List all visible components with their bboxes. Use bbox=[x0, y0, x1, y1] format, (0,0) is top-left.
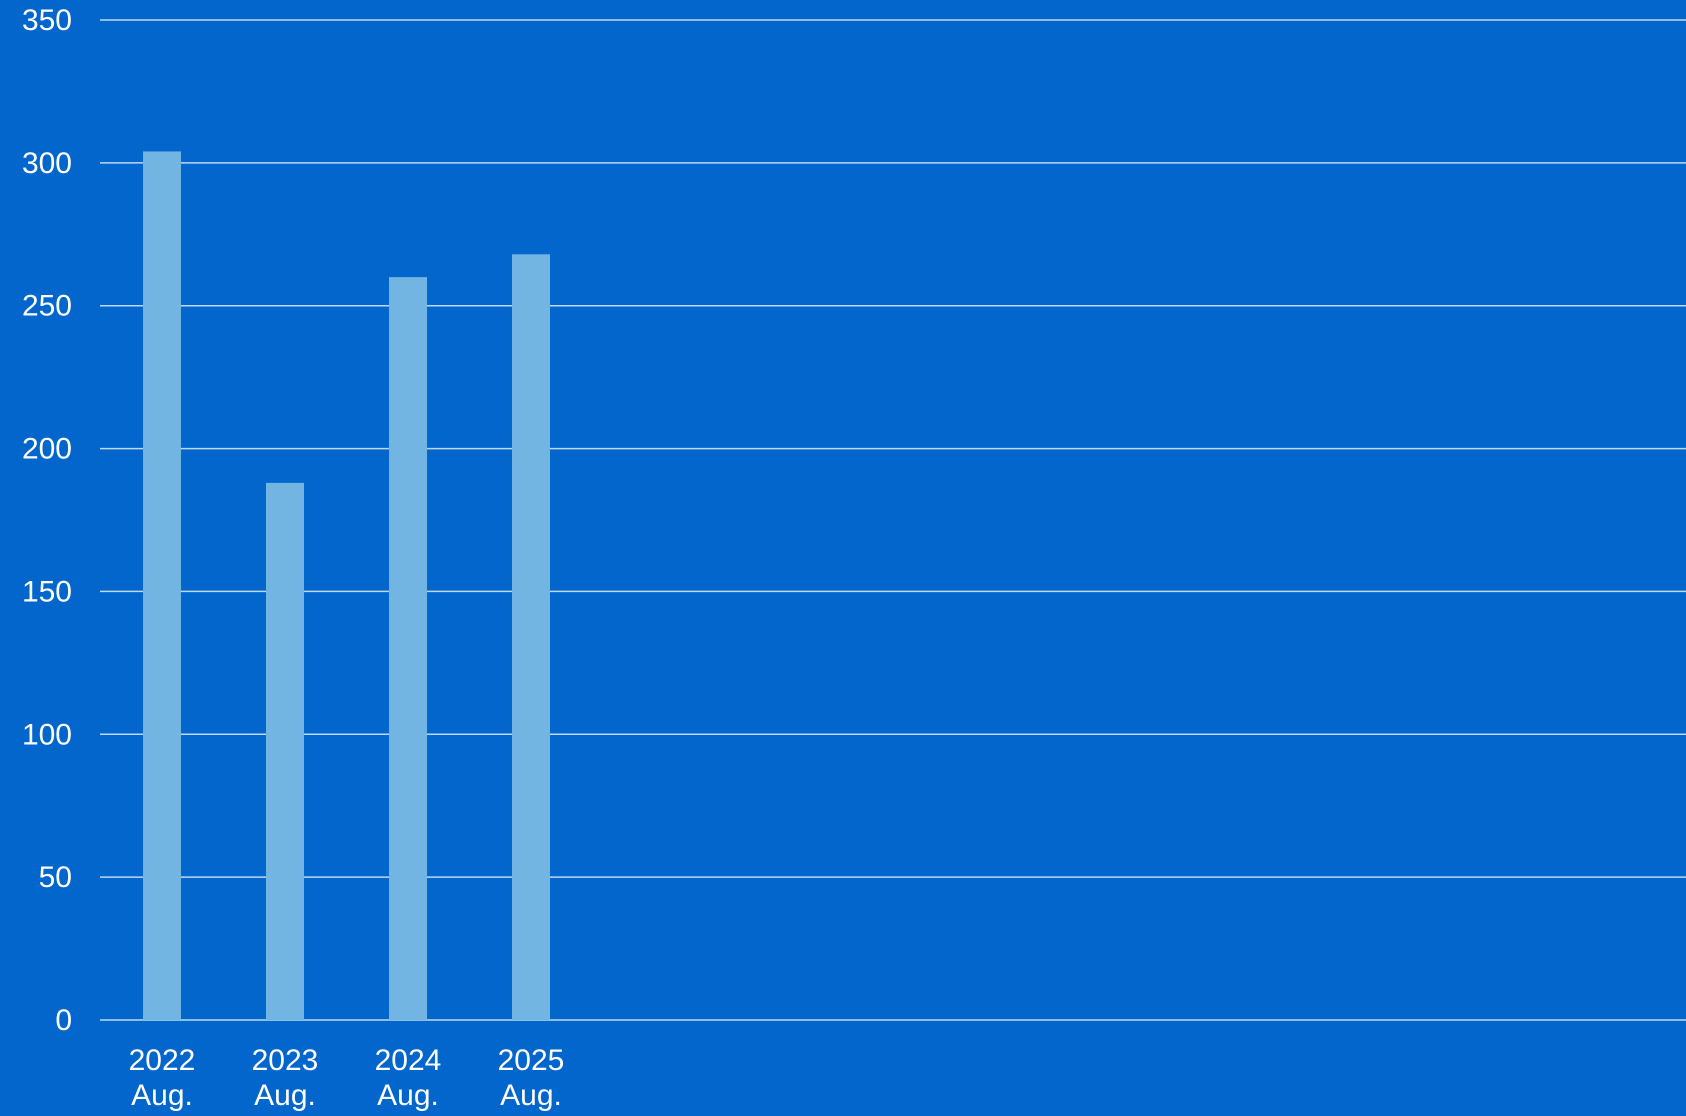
y-tick-label: 100 bbox=[22, 718, 72, 751]
x-category-month-label: Aug. bbox=[377, 1079, 439, 1112]
y-tick-label: 0 bbox=[55, 1004, 72, 1037]
x-category-month-label: Aug. bbox=[500, 1079, 562, 1112]
bar-2023 bbox=[266, 482, 304, 1020]
bar-2025 bbox=[512, 254, 550, 1021]
gridlines bbox=[100, 19, 1686, 1021]
y-tick-label: 50 bbox=[39, 861, 72, 894]
x-category-year-label: 2024 bbox=[375, 1044, 442, 1077]
x-category-year-label: 2025 bbox=[498, 1044, 565, 1077]
x-category-year-label: 2023 bbox=[252, 1044, 319, 1077]
bars bbox=[143, 151, 550, 1021]
y-tick-label: 300 bbox=[22, 147, 72, 180]
bar-2022 bbox=[143, 151, 181, 1020]
bar-2024 bbox=[389, 277, 427, 1021]
x-category-month-label: Aug. bbox=[131, 1079, 193, 1112]
y-axis-tick-labels: 0 50 100 150 200 250 300 350 bbox=[22, 4, 72, 1037]
y-tick-label: 250 bbox=[22, 290, 72, 323]
y-tick-label: 350 bbox=[22, 4, 72, 37]
x-category-month-label: Aug. bbox=[254, 1079, 316, 1112]
y-tick-label: 200 bbox=[22, 433, 72, 466]
x-category-year-label: 2022 bbox=[129, 1044, 196, 1077]
y-tick-label: 150 bbox=[22, 575, 72, 608]
